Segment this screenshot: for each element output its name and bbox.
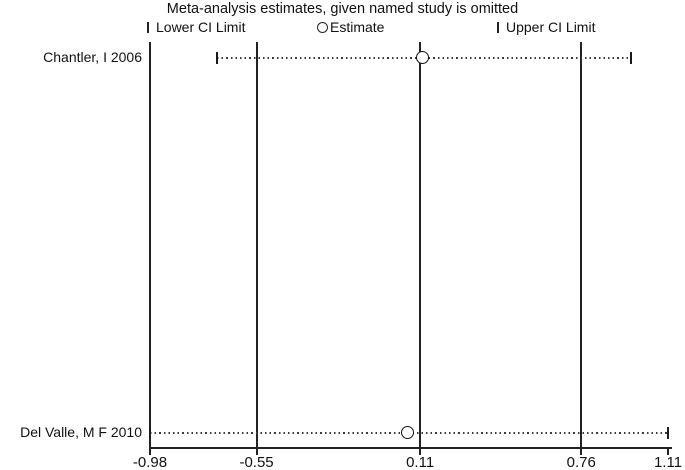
study-label-1: Del Valle, M F 2010 (20, 424, 142, 440)
estimate-marker-0 (415, 51, 429, 64)
x-axis-tick-label-0: -0.98 (132, 454, 168, 470)
upper-ci-tick-icon (497, 21, 499, 33)
x-axis-tick-label-2: 0.11 (406, 454, 435, 470)
y-axis-line (149, 42, 151, 447)
study-label-0: Chantler, I 2006 (43, 49, 142, 65)
x-axis-line (149, 447, 672, 449)
legend-label-lower-ci: Lower CI Limit (156, 19, 246, 35)
chart-title: Meta-analysis estimates, given named stu… (166, 1, 519, 17)
reference-line-1 (419, 42, 422, 447)
legend-label-estimate: Estimate (330, 19, 385, 35)
ci-lower-tick-0 (215, 52, 218, 64)
lower-ci-tick-icon (147, 21, 149, 33)
legend-item-lower-ci: Lower CI Limit (147, 19, 245, 35)
x-axis-tick-label-3: 0.76 (566, 454, 596, 470)
ci-lower-tick-1 (149, 427, 151, 439)
x-axis-tick-2 (419, 449, 422, 455)
estimate-marker-1 (400, 426, 414, 439)
x-axis-tick-label-1: -0.55 (239, 454, 274, 470)
ci-upper-tick-1 (667, 427, 669, 439)
legend-label-upper-ci: Upper CI Limit (506, 19, 596, 35)
x-axis-tick-3 (580, 449, 583, 455)
legend-item-upper-ci: Upper CI Limit (497, 19, 595, 35)
ci-upper-tick-0 (629, 52, 632, 64)
x-axis-tick-0 (149, 449, 151, 455)
reference-line-0 (255, 42, 258, 447)
legend-item-estimate: Estimate (317, 19, 384, 35)
x-axis-tick-label-4: 1.11 (653, 454, 683, 470)
x-axis-tick-4 (667, 449, 669, 455)
reference-line-2 (580, 42, 583, 447)
x-axis-tick-1 (255, 449, 258, 455)
estimate-circle-icon (317, 21, 328, 33)
